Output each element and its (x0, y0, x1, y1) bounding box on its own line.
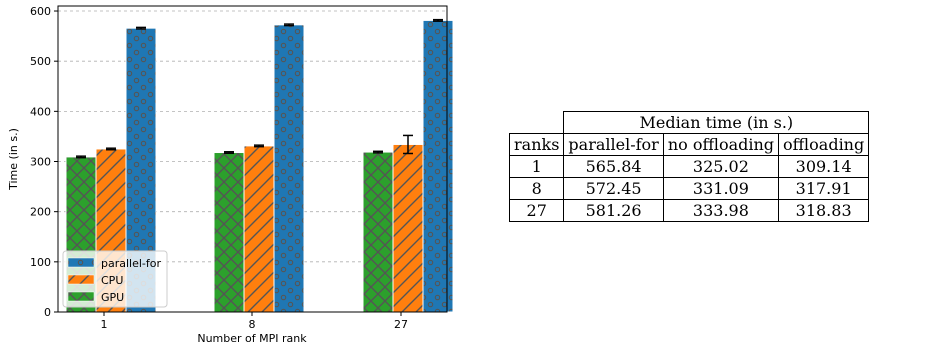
bar-gpu (213, 152, 245, 313)
column-header: parallel-for (563, 133, 664, 156)
column-header: ranks (508, 133, 565, 156)
x-axis-label: Number of MPI rank (197, 332, 307, 345)
x-tick-label: 1 (101, 318, 108, 331)
y-tick-label: 300 (30, 156, 51, 169)
y-tick-label: 500 (30, 55, 51, 68)
results-table-container: Median time (in s.) ranks parallel-for n… (508, 111, 870, 222)
bar-cpu (392, 143, 424, 313)
x-axis: 1 8 27 (101, 312, 408, 331)
table-cell: 317.91 (778, 177, 870, 200)
table-row: 8 572.45 331.09 317.91 (508, 177, 870, 200)
table-cell: 8 (508, 177, 565, 200)
table-cell: 581.26 (563, 199, 664, 222)
bar-parallel-for (273, 24, 305, 313)
table-cell: 325.02 (662, 155, 780, 178)
results-table: Median time (in s.) ranks parallel-for n… (508, 111, 870, 222)
error-bars (76, 18, 443, 159)
y-tick-label: 600 (30, 5, 51, 18)
table-cell: 1 (508, 155, 565, 178)
table-cell: 333.98 (662, 199, 780, 222)
table-cell: 565.84 (563, 155, 664, 178)
table-cell: 309.14 (778, 155, 870, 178)
table-cell: 318.83 (778, 199, 870, 222)
y-tick-label: 200 (30, 206, 51, 219)
column-header: no offloading (662, 133, 780, 156)
y-tick-label: 100 (30, 256, 51, 269)
legend: parallel-for CPU GPU (62, 250, 168, 308)
y-axis: 0 100 200 300 400 500 600 (30, 5, 58, 319)
column-header: offloading (778, 133, 870, 156)
legend-label: GPU (101, 291, 124, 304)
table-row: 27 581.26 333.98 318.83 (508, 199, 870, 222)
legend-label: CPU (101, 274, 123, 287)
y-axis-label: Time (in s.) (7, 128, 20, 191)
table-cell: 27 (508, 199, 565, 222)
group-header: Median time (in s.) (563, 111, 870, 134)
legend-label: parallel-for (101, 257, 161, 270)
x-tick-label: 8 (249, 318, 256, 331)
x-tick-label: 27 (394, 318, 408, 331)
legend-swatch-gpu (67, 291, 95, 302)
table-group-header-row: Median time (in s.) (509, 111, 870, 134)
bar-gpu (362, 151, 394, 313)
table-header-row: ranks parallel-for no offloading offload… (508, 133, 870, 156)
y-tick-label: 0 (44, 306, 51, 319)
table-cell: 331.09 (662, 177, 780, 200)
legend-swatch-cpu (67, 274, 95, 285)
table-cell: 572.45 (563, 177, 664, 200)
bar-cpu (243, 145, 275, 313)
bar-parallel-for (422, 19, 454, 313)
y-tick-label: 400 (30, 105, 51, 118)
legend-swatch-parallel-for (67, 257, 95, 268)
table-row: 1 565.84 325.02 309.14 (508, 155, 870, 178)
bars (65, 19, 454, 313)
